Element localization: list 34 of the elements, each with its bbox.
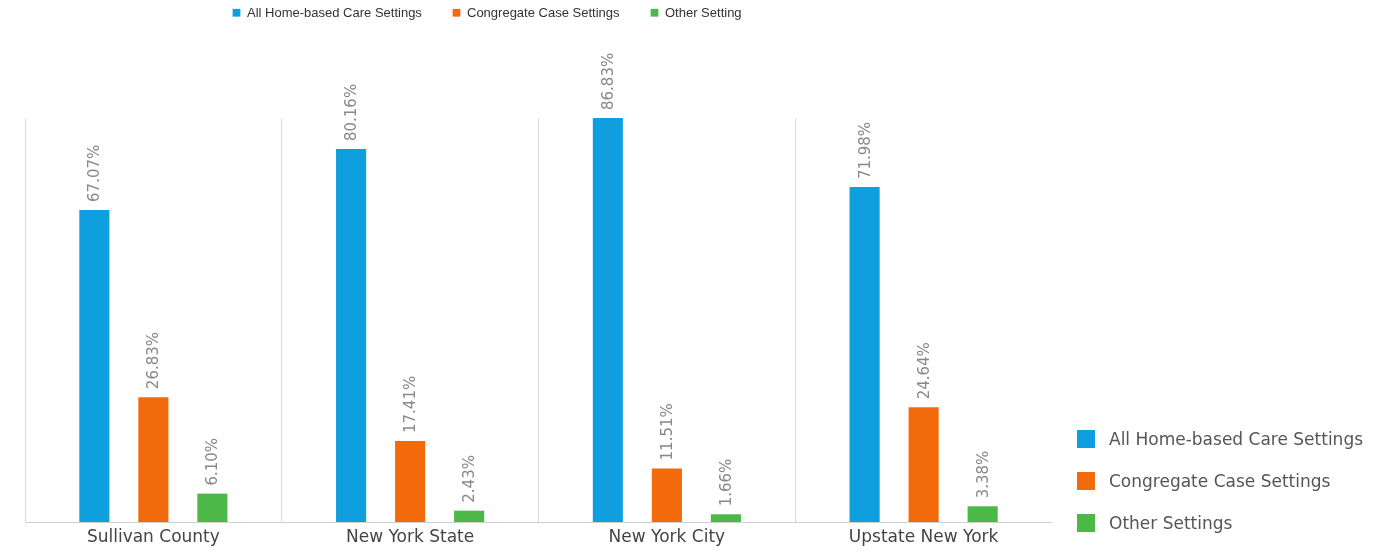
bar [849, 187, 880, 522]
data-label: 80.16% [342, 83, 361, 142]
legend-label: Other Setting [665, 4, 742, 20]
bar [336, 149, 367, 522]
x-tick-label: Sullivan County [86, 525, 220, 546]
bar [592, 118, 623, 522]
bar [710, 514, 741, 522]
x-tick-label: Upstate New York [848, 525, 999, 546]
bar [197, 493, 228, 522]
data-label: 24.64% [914, 342, 933, 400]
text: Congregate Case Settings [1109, 471, 1331, 491]
data-label: 67.07% [85, 144, 104, 202]
bar [138, 397, 169, 522]
data-label: 2.43% [460, 455, 479, 503]
text: Other Settings [1109, 513, 1233, 533]
data-label: 26.83% [144, 331, 163, 390]
legend-label: Congregate Case Settings [467, 4, 620, 20]
legend-label: All Home-based Care Settings [247, 4, 423, 20]
data-label: 11.51% [657, 403, 676, 461]
bar [454, 510, 485, 522]
data-label: 71.98% [855, 121, 874, 180]
data-label: 1.66% [716, 458, 735, 507]
bar [908, 407, 939, 522]
x-tick-label: New York City [608, 525, 726, 546]
text: All Home-based Care Settings [1109, 429, 1364, 449]
data-label: 17.41% [401, 375, 420, 433]
bar [79, 209, 110, 522]
bar [395, 441, 426, 522]
bar [967, 506, 998, 522]
data-label: 6.10% [203, 437, 222, 486]
bar [651, 468, 682, 522]
data-label: 86.83% [598, 52, 617, 110]
x-tick-label: New York State [346, 525, 475, 546]
data-label: 3.38% [973, 450, 992, 499]
